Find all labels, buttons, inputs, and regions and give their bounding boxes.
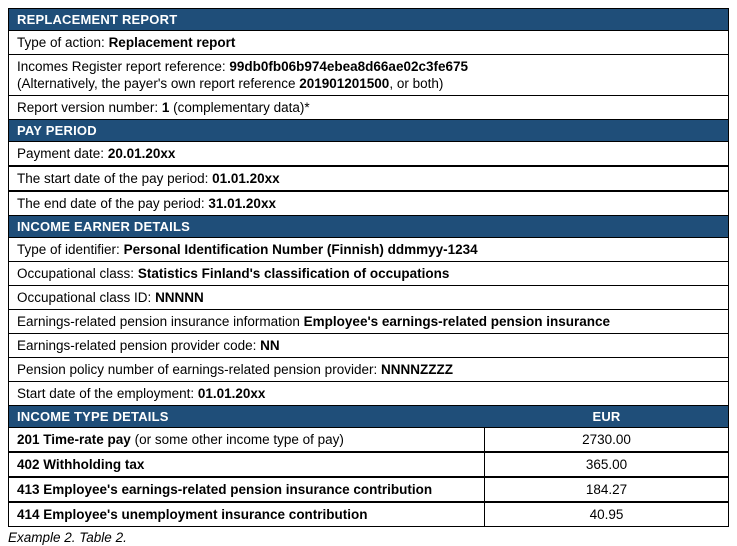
- section-header-income-type: INCOME TYPE DETAILS EUR: [9, 406, 728, 428]
- pension-provider-code-label: Earnings-related pension provider code:: [17, 338, 261, 353]
- row-pay-period-start: The start date of the pay period: 01.01.…: [9, 167, 728, 192]
- income-type-title: INCOME TYPE DETAILS: [17, 409, 169, 424]
- occupational-class-label: Occupational class:: [17, 266, 138, 281]
- row-occupational-class: Occupational class: Statistics Finland's…: [9, 262, 728, 286]
- row-type-of-action: Type of action: Replacement report: [9, 31, 728, 55]
- pension-insurance-info-label: Earnings-related pension insurance infor…: [17, 314, 304, 329]
- row-employment-start-date: Start date of the employment: 01.01.20xx: [9, 382, 728, 406]
- income-type-414-amount: 40.95: [589, 507, 624, 522]
- alt-reference-value: 201901201500: [299, 76, 390, 91]
- employment-start-date-value: 01.01.20xx: [197, 386, 266, 401]
- section-header-income-earner: INCOME EARNER DETAILS: [9, 216, 728, 238]
- income-type-row-201: 201 Time-rate pay (or some other income …: [9, 428, 728, 453]
- income-type-row-402: 402 Withholding tax 365.00: [9, 453, 728, 478]
- report-reference-value: 99db0fb06b974ebea8d66ae02c3fe675: [229, 59, 469, 74]
- pension-insurance-info-value: Employee's earnings-related pension insu…: [303, 314, 610, 329]
- pension-policy-number-label: Pension policy number of earnings-relate…: [17, 362, 381, 377]
- income-type-413-amount: 184.27: [585, 482, 628, 497]
- income-type-413-label: 413 Employee's earnings-related pension …: [9, 478, 485, 501]
- income-type-201-label: 201 Time-rate pay (or some other income …: [9, 428, 485, 451]
- row-occupational-class-id: Occupational class ID: NNNNN: [9, 286, 728, 310]
- row-pension-provider-code: Earnings-related pension provider code: …: [9, 334, 728, 358]
- row-report-version: Report version number: 1 (complementary …: [9, 96, 728, 120]
- alt-reference-suffix: , or both): [389, 76, 444, 91]
- occupational-class-id-label: Occupational class ID:: [17, 290, 156, 305]
- report-reference-line2: (Alternatively, the payer's own report r…: [17, 75, 720, 92]
- income-type-402-label: 402 Withholding tax: [9, 453, 485, 476]
- employment-start-date-label: Start date of the employment:: [17, 386, 198, 401]
- type-of-action-value: Replacement report: [108, 35, 236, 50]
- report-version-value: 1: [161, 100, 170, 115]
- type-of-identifier-label: Type of identifier:: [17, 242, 124, 257]
- row-pension-policy-number: Pension policy number of earnings-relate…: [9, 358, 728, 382]
- type-of-identifier-value: Personal Identification Number (Finnish)…: [123, 242, 478, 257]
- income-type-402-name: 402 Withholding tax: [17, 457, 145, 472]
- row-report-reference: Incomes Register report reference: 99db0…: [9, 55, 728, 96]
- income-type-201-amount: 2730.00: [582, 432, 631, 447]
- income-type-414-name: 414 Employee's unemployment insurance co…: [17, 507, 368, 522]
- income-type-414-label: 414 Employee's unemployment insurance co…: [9, 503, 485, 526]
- income-type-201-note: (or some other income type of pay): [130, 432, 344, 447]
- type-of-action-label: Type of action:: [17, 35, 109, 50]
- income-type-row-413: 413 Employee's earnings-related pension …: [9, 478, 728, 503]
- report-version-label: Report version number:: [17, 100, 162, 115]
- report-version-suffix: (complementary data)*: [169, 100, 310, 115]
- report-reference-label: Incomes Register report reference:: [17, 59, 230, 74]
- income-type-413-name: 413 Employee's earnings-related pension …: [17, 482, 433, 497]
- pay-period-end-label: The end date of the pay period:: [17, 196, 209, 211]
- pension-provider-code-value: NN: [260, 338, 280, 353]
- row-pay-period-end: The end date of the pay period: 31.01.20…: [9, 192, 728, 216]
- income-type-402-amount: 365.00: [585, 457, 628, 472]
- occupational-class-value: Statistics Finland's classification of o…: [137, 266, 450, 281]
- table-caption: Example 2. Table 2.: [8, 530, 127, 545]
- report-reference-line1: Incomes Register report reference: 99db0…: [17, 58, 720, 75]
- income-type-row-414: 414 Employee's unemployment insurance co…: [9, 503, 728, 526]
- row-type-of-identifier: Type of identifier: Personal Identificat…: [9, 238, 728, 262]
- payment-date-value: 20.01.20xx: [107, 146, 176, 161]
- pay-period-start-value: 01.01.20xx: [212, 171, 280, 186]
- pay-period-end-value: 31.01.20xx: [208, 196, 276, 211]
- row-pension-insurance-info: Earnings-related pension insurance infor…: [9, 310, 728, 334]
- payment-date-label: Payment date:: [17, 146, 108, 161]
- pay-period-start-label: The start date of the pay period:: [17, 171, 213, 186]
- currency-column-header: EUR: [592, 409, 621, 424]
- alt-reference-prefix: (Alternatively, the payer's own report r…: [17, 76, 300, 91]
- row-payment-date: Payment date: 20.01.20xx: [9, 142, 728, 167]
- section-header-pay-period: PAY PERIOD: [9, 120, 728, 142]
- section-header-replacement-report: REPLACEMENT REPORT: [9, 9, 728, 31]
- pension-policy-number-value: NNNNZZZZ: [380, 362, 453, 377]
- occupational-class-id-value: NNNNN: [155, 290, 204, 305]
- income-type-201-name: 201 Time-rate pay: [17, 432, 131, 447]
- report-table: REPLACEMENT REPORT Type of action: Repla…: [8, 8, 729, 527]
